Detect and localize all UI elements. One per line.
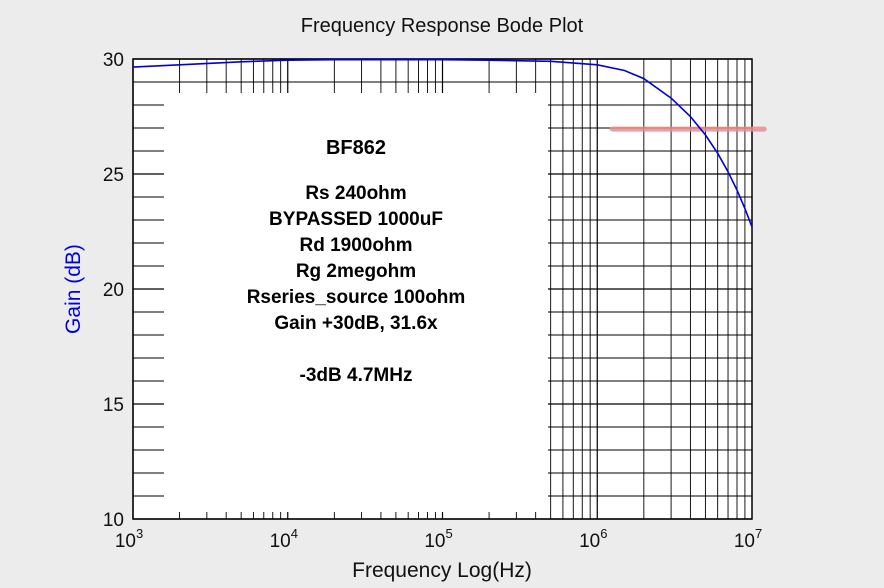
y-tick-label: 30 bbox=[103, 50, 124, 71]
gain-curve bbox=[132, 58, 753, 228]
x-tick-label: 104 bbox=[270, 526, 298, 552]
annotation-line: Rs 240ohm bbox=[305, 183, 407, 204]
annotation-box: BF862 Rs 240ohm BYPASSED 1000uF Rd 1900o… bbox=[164, 93, 548, 512]
y-tick-label: 15 bbox=[103, 395, 124, 416]
y-tick-label: 10 bbox=[103, 510, 124, 531]
y-tick-label: 25 bbox=[103, 165, 124, 186]
y-tick-label: 20 bbox=[103, 280, 124, 301]
y-tick-labels: 30 25 20 15 10 bbox=[103, 50, 124, 531]
y-axis-label: Gain (dB) bbox=[62, 244, 85, 334]
annotation-line: BYPASSED 1000uF bbox=[269, 209, 443, 230]
x-tick-label: 105 bbox=[424, 526, 452, 552]
annotation-line: Rd 1900ohm bbox=[299, 235, 413, 256]
x-tick-label: 106 bbox=[579, 526, 607, 552]
annotation-heading: BF862 bbox=[325, 137, 387, 159]
x-axis-label: Frequency Log(Hz) bbox=[352, 559, 532, 582]
x-tick-label: 107 bbox=[734, 526, 762, 552]
chart-title: Frequency Response Bode Plot bbox=[301, 15, 584, 37]
x-tick-labels: 103 104 105 106 107 bbox=[115, 526, 762, 552]
x-tick-label: 103 bbox=[115, 526, 143, 552]
annotation-line bbox=[164, 337, 548, 363]
annotation-line: Rseries_source 100ohm bbox=[246, 287, 466, 308]
annotation-line: Rg 2megohm bbox=[295, 261, 417, 282]
annotation-line: -3dB 4.7MHz bbox=[299, 365, 413, 386]
annotation-line: Gain +30dB, 31.6x bbox=[274, 313, 438, 334]
annotation-lines: Rs 240ohm BYPASSED 1000uF Rd 1900ohm Rg … bbox=[164, 181, 548, 389]
